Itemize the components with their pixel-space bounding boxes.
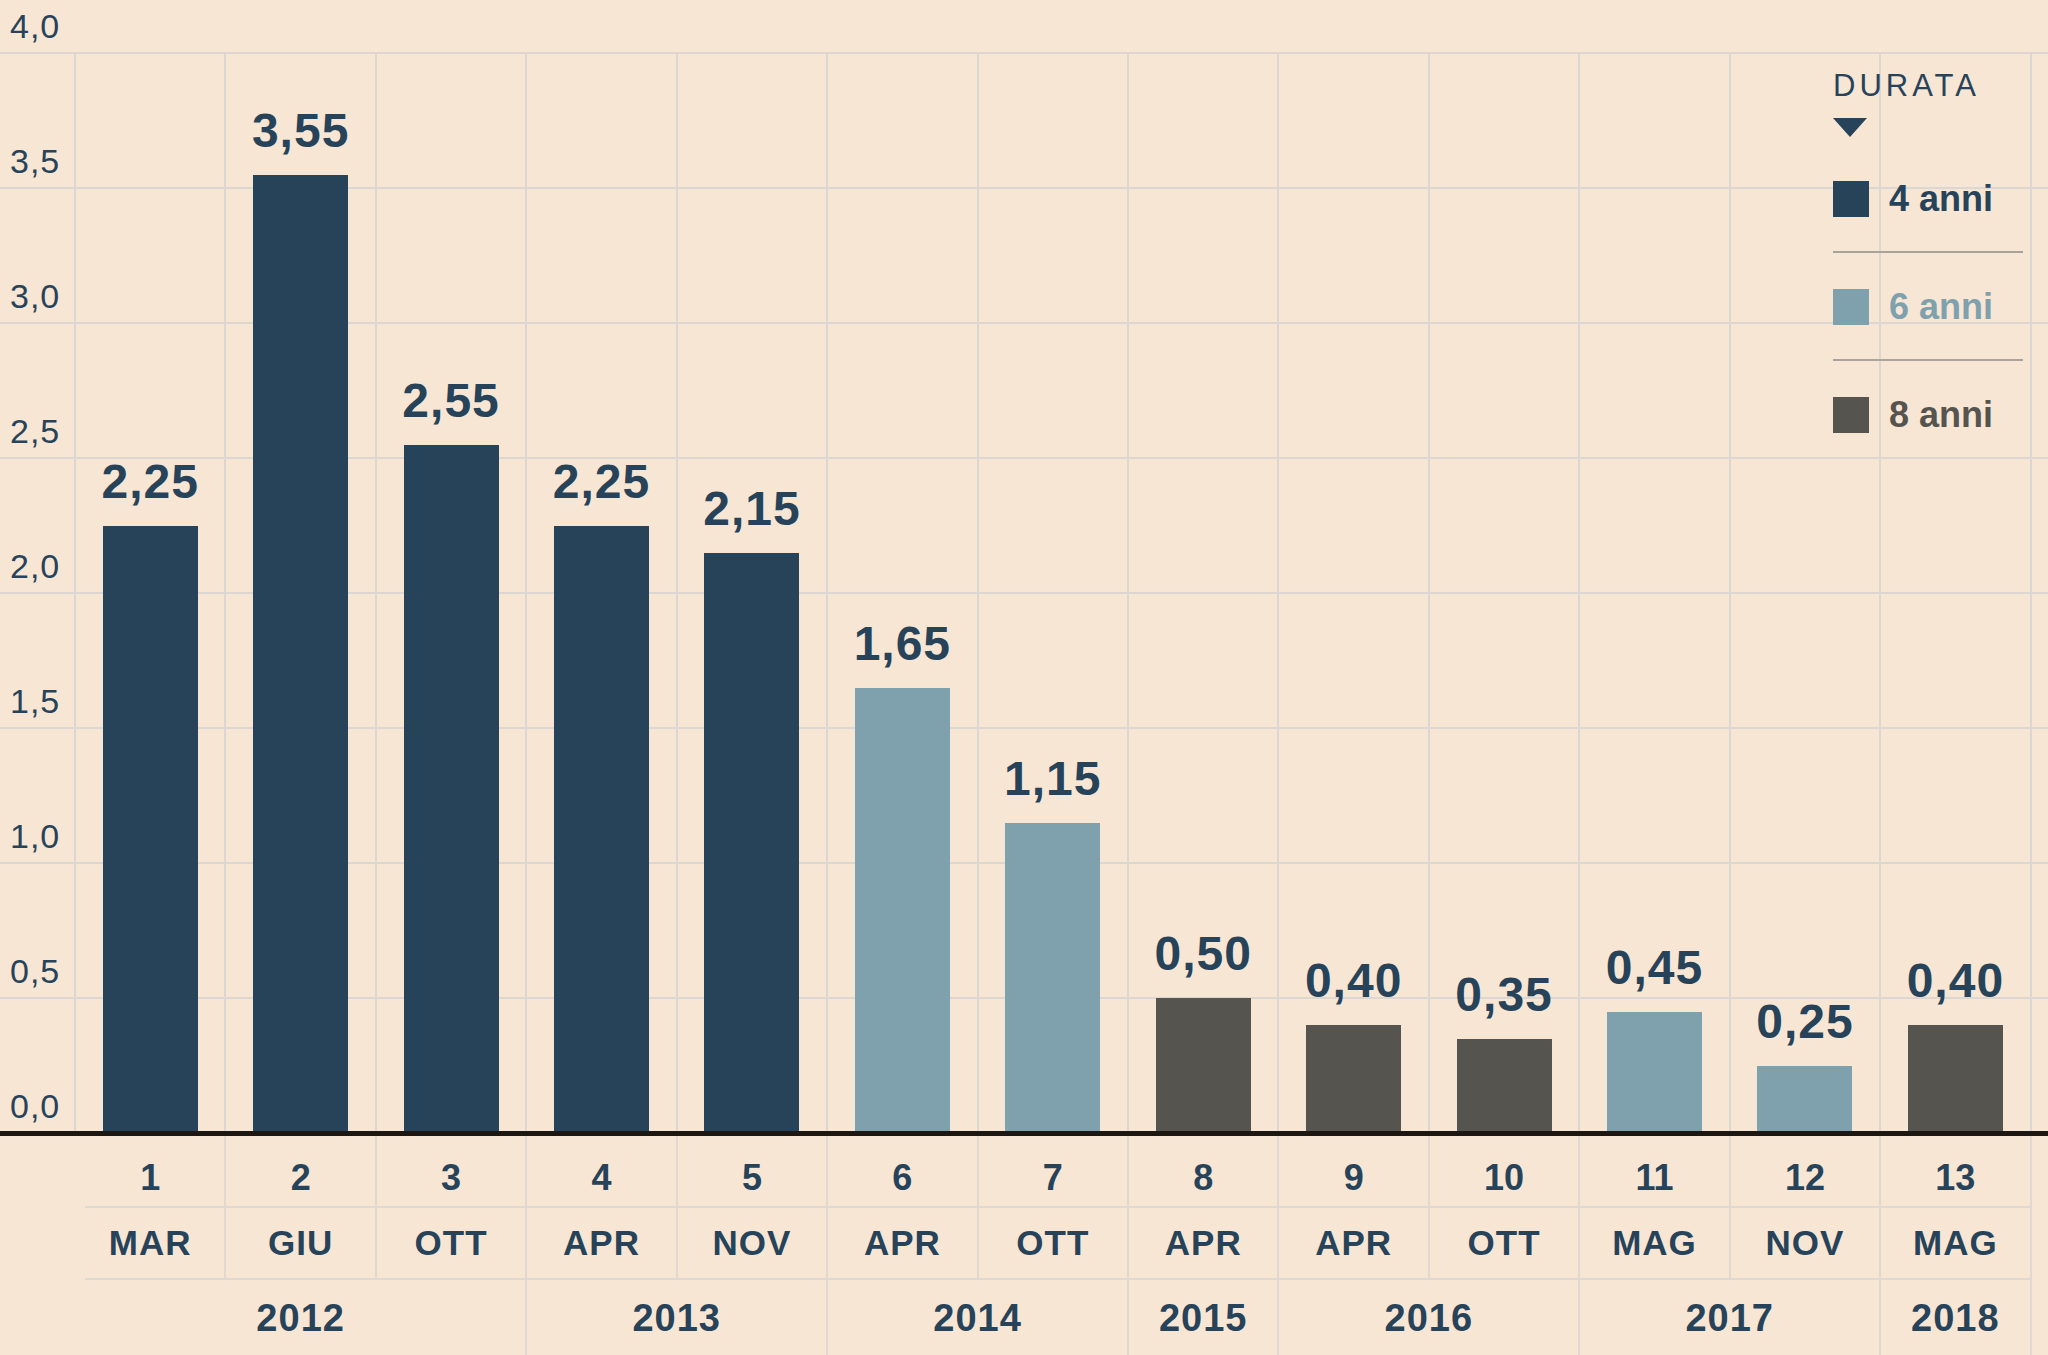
x-tick-month: APR	[1279, 1210, 1429, 1276]
x-tick-number: 11	[1580, 1150, 1730, 1206]
y-axis-tick-label: 1,5	[10, 682, 60, 721]
y-axis-tick-label: 3,5	[10, 142, 60, 181]
bar-value-label: 2,55	[361, 373, 541, 428]
x-tick-number: 13	[1880, 1150, 2030, 1206]
legend-swatch-icon	[1833, 397, 1869, 433]
x-tick-number: 8	[1128, 1150, 1278, 1206]
y-axis-tick-label: 0,0	[10, 1087, 60, 1126]
y-axis-tick-label: 4,0	[10, 7, 60, 46]
legend-divider	[1833, 251, 2023, 253]
gridline-vertical	[826, 53, 828, 1133]
x-tick-month: APR	[1128, 1210, 1278, 1276]
bar-value-label: 3,55	[211, 103, 391, 158]
gridline-vertical	[224, 53, 226, 1133]
table-row-divider	[85, 1278, 2031, 1280]
x-tick-year: 2018	[1880, 1284, 2030, 1352]
x-axis-line	[0, 1131, 2048, 1136]
bar-11	[1607, 1012, 1702, 1134]
legend-item-4-anni[interactable]: 4 anni	[1833, 179, 2033, 219]
bar-value-label: 1,65	[812, 616, 992, 671]
x-tick-number: 10	[1429, 1150, 1579, 1206]
x-tick-number: 6	[827, 1150, 977, 1206]
bar-5	[704, 553, 799, 1134]
gridline-vertical	[676, 53, 678, 1133]
bar-value-label: 1,15	[963, 751, 1143, 806]
bar-12	[1757, 1066, 1852, 1134]
table-row-divider	[85, 1206, 2031, 1208]
bar-9	[1306, 1025, 1401, 1133]
y-axis-tick-label: 2,0	[10, 547, 60, 586]
bar-chart: 4,0 3,5 3,0 2,5 2,0 1,5 1,0 0,5 0,0 2,25 1MAR 3,55 2…	[0, 0, 2048, 1355]
x-tick-month: APR	[827, 1210, 977, 1276]
bar-13	[1908, 1025, 2003, 1133]
x-tick-month: MAG	[1880, 1210, 2030, 1276]
gridline-vertical	[525, 53, 527, 1133]
legend-item-label: 4 anni	[1889, 178, 1993, 220]
x-tick-month: OTT	[1429, 1210, 1579, 1276]
y-axis-tick-label: 1,0	[10, 817, 60, 856]
y-axis-tick-label: 0,5	[10, 952, 60, 991]
x-tick-month: APR	[527, 1210, 677, 1276]
bar-1	[103, 526, 198, 1134]
bar-7	[1005, 823, 1100, 1134]
x-tick-month: MAR	[75, 1210, 225, 1276]
x-tick-month: GIU	[226, 1210, 376, 1276]
x-tick-year: 2015	[1128, 1284, 1278, 1352]
bar-value-label: 0,40	[1865, 953, 2045, 1008]
x-tick-number: 1	[75, 1150, 225, 1206]
bar-4	[554, 526, 649, 1134]
x-tick-number: 4	[527, 1150, 677, 1206]
bar-value-label: 2,25	[60, 454, 240, 509]
legend-divider	[1833, 359, 2023, 361]
legend-swatch-icon	[1833, 181, 1869, 217]
x-tick-month: NOV	[677, 1210, 827, 1276]
year-group-divider	[2030, 1278, 2032, 1355]
triangle-down-icon	[1833, 118, 1867, 137]
legend-durata-dropdown[interactable]: DURATA	[1833, 68, 2033, 137]
bar-8	[1156, 998, 1251, 1133]
legend-item-6-anni[interactable]: 6 anni	[1833, 287, 2033, 327]
x-tick-number: 9	[1279, 1150, 1429, 1206]
legend-swatch-icon	[1833, 289, 1869, 325]
x-tick-number: 5	[677, 1150, 827, 1206]
x-tick-month: NOV	[1730, 1210, 1880, 1276]
legend-title: DURATA	[1833, 68, 2033, 104]
legend-item-label: 8 anni	[1889, 394, 1993, 436]
y-axis-tick-label: 3,0	[10, 277, 60, 316]
x-tick-year: 2012	[75, 1284, 526, 1352]
y-axis-tick-label: 2,5	[10, 412, 60, 451]
bar-6	[855, 688, 950, 1134]
gridline-vertical	[74, 53, 76, 1133]
bar-3	[404, 445, 499, 1134]
x-tick-month: OTT	[376, 1210, 526, 1276]
x-tick-number: 12	[1730, 1150, 1880, 1206]
gridline-vertical	[375, 53, 377, 1133]
x-tick-number: 2	[226, 1150, 376, 1206]
bar-value-label: 0,45	[1565, 940, 1745, 995]
x-tick-year: 2014	[827, 1284, 1128, 1352]
x-tick-number: 7	[978, 1150, 1128, 1206]
bar-2	[253, 175, 348, 1134]
bar-10	[1457, 1039, 1552, 1134]
bar-value-label: 2,15	[662, 481, 842, 536]
gridline-vertical	[977, 53, 979, 1133]
legend-items: 4 anni 6 anni 8 anni	[1833, 179, 2033, 435]
x-tick-year: 2017	[1579, 1284, 1880, 1352]
x-tick-month: MAG	[1580, 1210, 1730, 1276]
legend: DURATA 4 anni 6 anni 8 anni	[1833, 68, 2033, 435]
x-tick-month: OTT	[978, 1210, 1128, 1276]
legend-item-label: 6 anni	[1889, 286, 1993, 328]
gridline-horizontal	[0, 52, 2048, 54]
x-tick-year: 2013	[526, 1284, 827, 1352]
x-tick-number: 3	[376, 1150, 526, 1206]
x-tick-year: 2016	[1278, 1284, 1579, 1352]
legend-item-8-anni[interactable]: 8 anni	[1833, 395, 2033, 435]
